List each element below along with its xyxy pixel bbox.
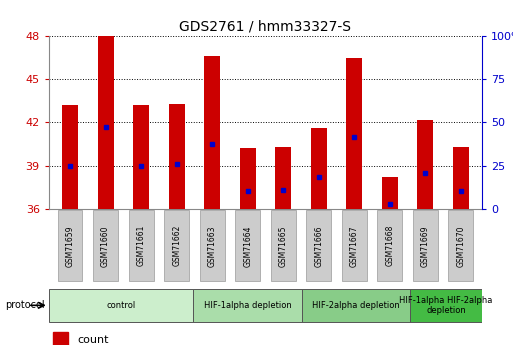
Bar: [275, 147, 291, 209]
Text: count: count: [77, 335, 108, 345]
Text: GSM71659: GSM71659: [66, 225, 74, 267]
Bar: [53, 333, 68, 345]
FancyBboxPatch shape: [129, 210, 153, 282]
Text: GSM71667: GSM71667: [350, 225, 359, 267]
Text: protocol: protocol: [5, 300, 45, 310]
FancyBboxPatch shape: [271, 210, 295, 282]
FancyBboxPatch shape: [49, 289, 193, 322]
Bar: [169, 104, 185, 209]
Text: GSM71664: GSM71664: [243, 225, 252, 267]
FancyBboxPatch shape: [306, 210, 331, 282]
Bar: [133, 105, 149, 209]
Text: GSM71665: GSM71665: [279, 225, 288, 267]
FancyBboxPatch shape: [57, 210, 83, 282]
FancyBboxPatch shape: [410, 289, 482, 322]
FancyBboxPatch shape: [193, 289, 302, 322]
Text: HIF-1alpha HIF-2alpha
depletion: HIF-1alpha HIF-2alpha depletion: [400, 296, 493, 315]
FancyBboxPatch shape: [342, 210, 367, 282]
Text: HIF-2alpha depletion: HIF-2alpha depletion: [312, 301, 400, 310]
Text: GSM71666: GSM71666: [314, 225, 323, 267]
Text: GSM71670: GSM71670: [457, 225, 465, 267]
Bar: [311, 128, 327, 209]
Text: GSM71668: GSM71668: [385, 225, 394, 266]
Bar: [346, 58, 362, 209]
FancyBboxPatch shape: [93, 210, 118, 282]
Bar: [97, 36, 113, 209]
Title: GDS2761 / hmm33327-S: GDS2761 / hmm33327-S: [180, 20, 351, 34]
Text: GSM71661: GSM71661: [136, 225, 146, 266]
Bar: [382, 177, 398, 209]
Bar: [418, 120, 433, 209]
Text: GSM71663: GSM71663: [208, 225, 216, 267]
FancyBboxPatch shape: [164, 210, 189, 282]
Bar: [204, 56, 220, 209]
FancyBboxPatch shape: [200, 210, 225, 282]
FancyBboxPatch shape: [378, 210, 402, 282]
Text: control: control: [106, 301, 135, 310]
FancyBboxPatch shape: [235, 210, 260, 282]
Bar: [240, 148, 255, 209]
Text: GSM71669: GSM71669: [421, 225, 430, 267]
Text: GSM71662: GSM71662: [172, 225, 181, 266]
Bar: [453, 147, 469, 209]
Text: HIF-1alpha depletion: HIF-1alpha depletion: [204, 301, 291, 310]
FancyBboxPatch shape: [302, 289, 410, 322]
Bar: [62, 105, 78, 209]
Text: GSM71660: GSM71660: [101, 225, 110, 267]
FancyBboxPatch shape: [448, 210, 473, 282]
FancyBboxPatch shape: [413, 210, 438, 282]
